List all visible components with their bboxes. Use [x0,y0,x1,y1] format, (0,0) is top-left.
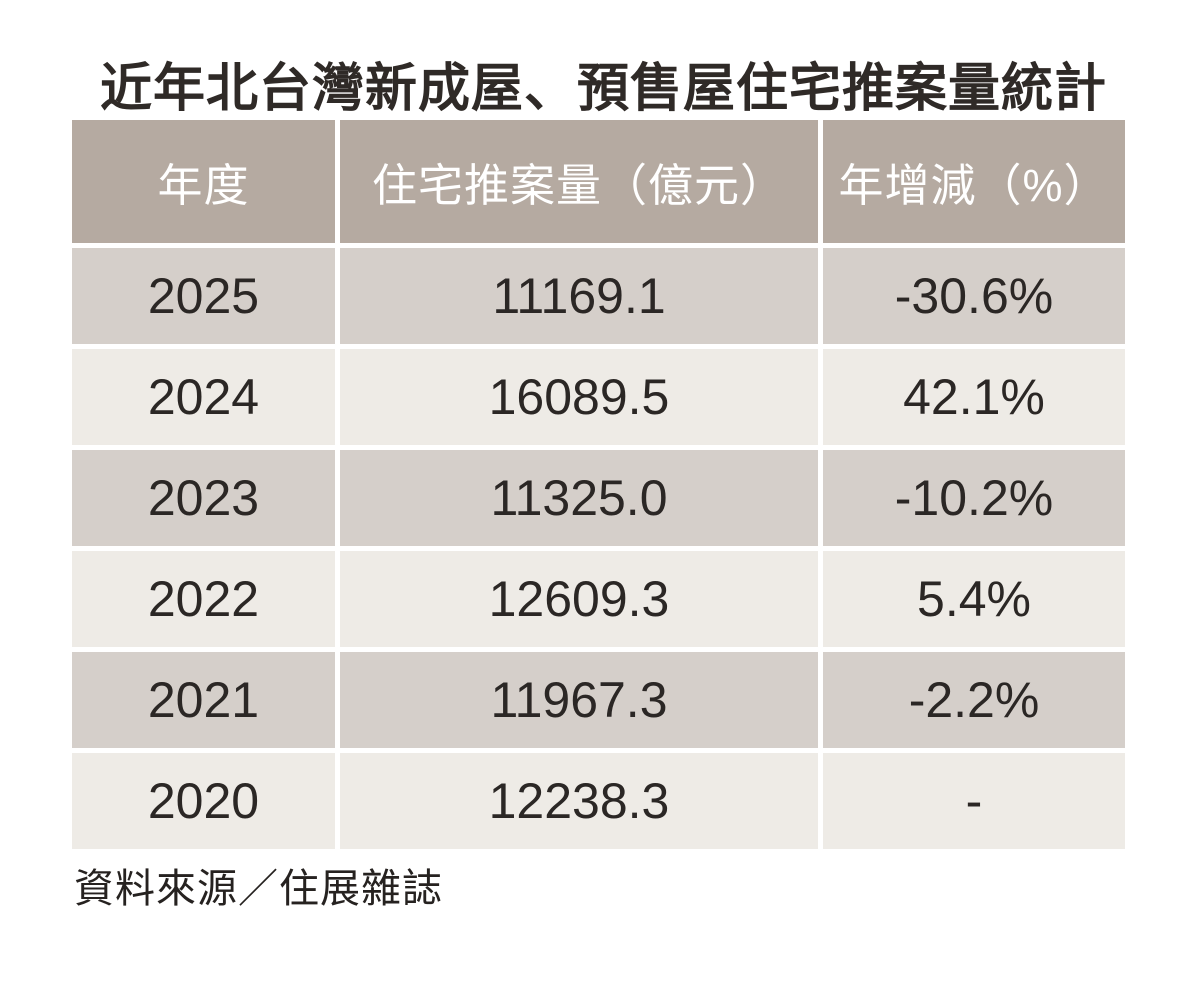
change-cell: -2.2% [823,652,1125,748]
volume-cell: 12238.3 [340,753,818,849]
volume-cell: 11325.0 [340,450,818,546]
year-cell: 2024 [72,349,335,445]
column-header-year: 年度 [72,120,335,243]
year-cell: 2021 [72,652,335,748]
volume-cell: 11169.1 [340,248,818,344]
volume-cell: 11967.3 [340,652,818,748]
change-cell: 5.4% [823,551,1125,647]
stats-table: 年度 住宅推案量（億元） 年增減（%） 2025 11169.1 -30.6% … [72,120,1125,849]
year-cell: 2020 [72,753,335,849]
year-cell: 2022 [72,551,335,647]
change-cell: -10.2% [823,450,1125,546]
column-header-change: 年增減（%） [823,120,1125,243]
year-cell: 2023 [72,450,335,546]
year-cell: 2025 [72,248,335,344]
change-cell: - [823,753,1125,849]
change-cell: 42.1% [823,349,1125,445]
page-title: 近年北台灣新成屋、預售屋住宅推案量統計 [100,60,1108,118]
volume-cell: 12609.3 [340,551,818,647]
data-source: 資料來源／住展雜誌 [74,867,443,911]
volume-cell: 16089.5 [340,349,818,445]
column-header-volume: 住宅推案量（億元） [340,120,818,243]
change-cell: -30.6% [823,248,1125,344]
